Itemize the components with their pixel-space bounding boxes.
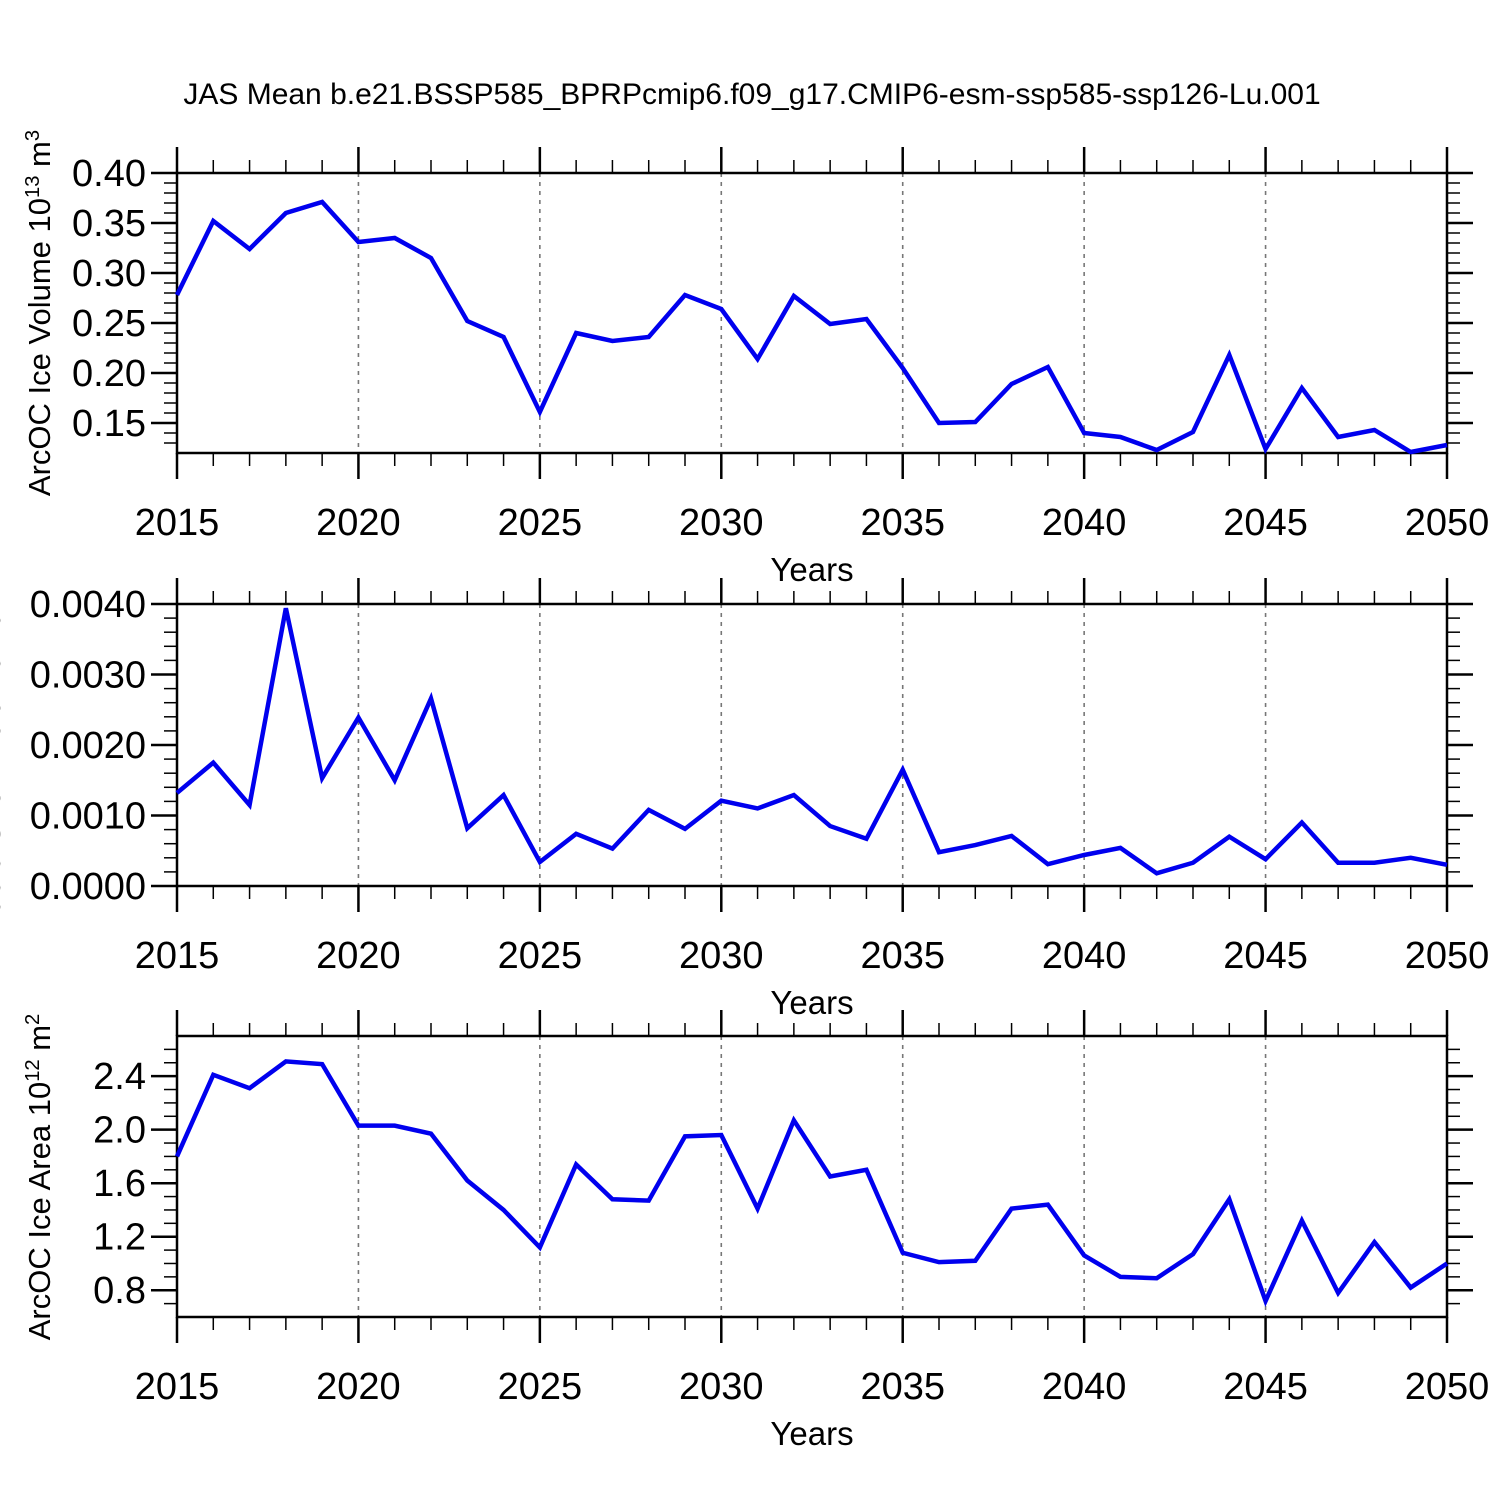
x-tick-label: 2015 [135, 502, 220, 544]
x-tick-label: 2020 [316, 502, 401, 544]
y-tick-label: 0.0000 [30, 866, 146, 908]
x-tick-label: 2045 [1223, 935, 1308, 977]
y-tick-label: 0.0030 [30, 655, 146, 697]
x-tick-label: 2035 [860, 502, 945, 544]
y-tick-label: 0.20 [72, 353, 146, 395]
axis-title-text: ArcOC Ice Area 10 [22, 1081, 57, 1341]
plot-frame [175, 602, 1449, 888]
snow-volume-axis-title: ArcOC Snow Volume 1013 m3 [0, 544, 8, 946]
x-tick-label: 2040 [1042, 502, 1127, 544]
y-tick-label: 2.0 [93, 1110, 146, 1152]
data-line [174, 199, 1448, 455]
x-tick-label: 2050 [1405, 1366, 1490, 1408]
axis-labels: 0.0000 0.0010 0.0020 0.0030 0.0040 2015 2020 20… [30, 584, 1490, 1021]
data-line [174, 1059, 1449, 1307]
y-tick-label: 0.40 [72, 153, 146, 195]
x-tick-label: 2030 [679, 502, 764, 544]
axis-ticks [151, 147, 1473, 479]
axis-ticks [151, 1010, 1473, 1343]
axis-title-text: ArcOC Snow Volume 10 [0, 611, 7, 947]
x-tick-label: 2050 [1405, 502, 1490, 544]
x-tick-label: 2025 [498, 1366, 583, 1408]
y-tick-label: 0.35 [72, 203, 146, 245]
x-tick-label: 2015 [135, 1366, 220, 1408]
ice-volume-axis-title: ArcOC Ice Volume 1013 m3 [22, 130, 58, 496]
axis-labels: 0.15 0.20 0.25 0.30 0.35 0.40 2015 2020 2025 2030… [72, 153, 1489, 588]
axis-title-text: ArcOC Ice Volume 10 [22, 197, 57, 497]
y-tick-label: 0.25 [72, 303, 146, 345]
ice-area-plot: 0.8 1.2 1.6 2.0 2.4 2015 2020 2025 2030 2035 2040 2… [93, 1010, 1489, 1452]
x-tick-label: 2040 [1042, 935, 1127, 977]
axis-title-unit: m [0, 555, 7, 589]
gridlines [357, 173, 1267, 453]
gridlines [357, 604, 1267, 886]
x-tick-label: 2045 [1223, 502, 1308, 544]
x-tick-label: 2045 [1223, 1366, 1308, 1408]
axis-title-unit-exponent: 3 [21, 129, 44, 142]
x-tick-label: 2025 [498, 502, 583, 544]
axis-title-exponent: 13 [21, 175, 44, 198]
axis-title-unit: m [22, 1024, 57, 1060]
y-tick-label: 0.30 [72, 253, 146, 295]
gridlines [357, 1036, 1267, 1317]
ice-area-axis-title: ArcOC Ice Area 1012 m2 [22, 1014, 58, 1341]
ice-volume-plot: 0.15 0.20 0.25 0.30 0.35 0.40 2015 2020 2025 2030… [72, 147, 1489, 588]
plot-frame [175, 1034, 1449, 1319]
axis-ticks [151, 578, 1473, 912]
y-tick-label: 1.6 [93, 1163, 146, 1205]
axis-title-unit: m [22, 141, 57, 176]
x-axis-title: Years [770, 984, 853, 1021]
y-tick-label: 0.0040 [30, 584, 146, 626]
plot-frame [175, 171, 1449, 455]
x-tick-label: 2020 [316, 935, 401, 977]
x-tick-label: 2035 [860, 935, 945, 977]
x-axis-title: Years [770, 1415, 853, 1452]
y-tick-label: 0.0010 [30, 796, 146, 838]
figure-title: JAS Mean b.e21.BSSP585_BPRPcmip6.f09_g17… [183, 78, 1321, 111]
y-tick-label: 0.15 [72, 403, 146, 445]
axis-labels: 0.8 1.2 1.6 2.0 2.4 2015 2020 2025 2030 2035 2040 2… [93, 1056, 1489, 1452]
axis-title-unit-exponent: 2 [21, 1013, 44, 1025]
x-tick-label: 2040 [1042, 1366, 1127, 1408]
y-tick-label: 0.8 [93, 1270, 146, 1312]
snow-volume-plot: 0.0000 0.0010 0.0020 0.0030 0.0040 2015 2020 20… [30, 578, 1490, 1021]
x-tick-label: 2025 [498, 935, 583, 977]
y-tick-label: 1.2 [93, 1217, 146, 1259]
x-tick-label: 2035 [860, 1366, 945, 1408]
data-line [175, 607, 1448, 876]
x-tick-label: 2015 [135, 935, 220, 977]
y-tick-label: 2.4 [93, 1056, 146, 1098]
x-tick-label: 2020 [316, 1366, 401, 1408]
x-tick-label: 2050 [1405, 935, 1490, 977]
y-tick-label: 0.0020 [30, 725, 146, 767]
x-tick-label: 2030 [679, 1366, 764, 1408]
x-axis-title: Years [770, 551, 853, 588]
x-tick-label: 2030 [679, 935, 764, 977]
axis-title-exponent: 12 [21, 1059, 44, 1082]
